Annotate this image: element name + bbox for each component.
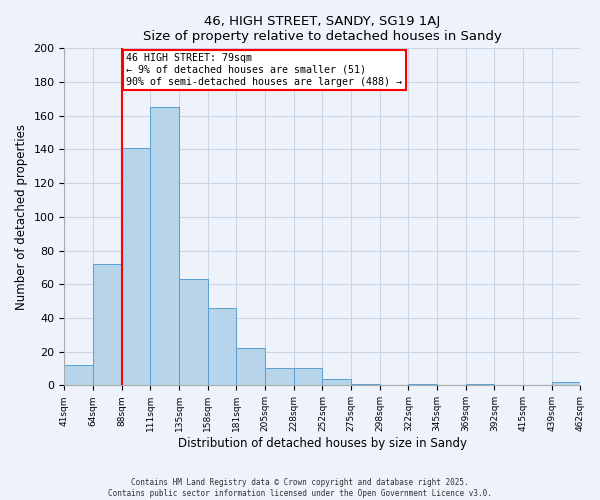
Bar bbox=[294, 368, 322, 386]
Bar bbox=[265, 368, 294, 386]
Bar bbox=[466, 384, 494, 386]
Bar bbox=[236, 348, 265, 386]
X-axis label: Distribution of detached houses by size in Sandy: Distribution of detached houses by size … bbox=[178, 437, 467, 450]
Text: 46 HIGH STREET: 79sqm
← 9% of detached houses are smaller (51)
90% of semi-detac: 46 HIGH STREET: 79sqm ← 9% of detached h… bbox=[126, 54, 402, 86]
Bar bbox=[151, 108, 179, 386]
Y-axis label: Number of detached properties: Number of detached properties bbox=[15, 124, 28, 310]
Bar bbox=[122, 148, 151, 386]
Bar bbox=[409, 384, 437, 386]
Bar bbox=[322, 378, 351, 386]
Bar bbox=[64, 365, 93, 386]
Bar bbox=[208, 308, 236, 386]
Text: Contains HM Land Registry data © Crown copyright and database right 2025.
Contai: Contains HM Land Registry data © Crown c… bbox=[108, 478, 492, 498]
Bar bbox=[351, 384, 380, 386]
Bar bbox=[552, 382, 580, 386]
Bar bbox=[93, 264, 122, 386]
Title: 46, HIGH STREET, SANDY, SG19 1AJ
Size of property relative to detached houses in: 46, HIGH STREET, SANDY, SG19 1AJ Size of… bbox=[143, 15, 502, 43]
Bar bbox=[179, 279, 208, 386]
